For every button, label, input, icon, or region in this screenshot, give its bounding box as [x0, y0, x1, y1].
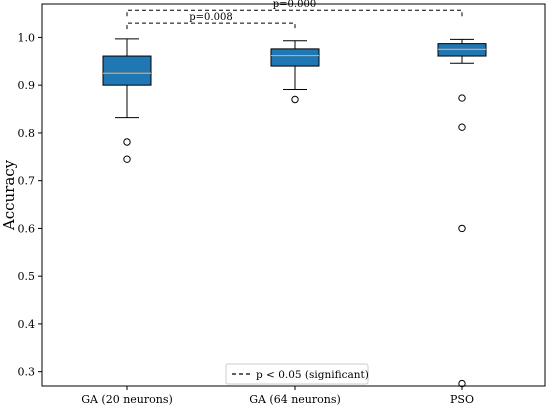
y-tick-label: 0.7	[18, 175, 36, 188]
outlier-point	[123, 155, 131, 163]
x-tick-label: PSO	[450, 393, 474, 406]
iqr-box	[102, 55, 152, 86]
legend-label: p < 0.05 (significant)	[256, 369, 369, 381]
x-tick-label: GA (64 neurons)	[249, 393, 341, 406]
outlier-point	[458, 224, 466, 233]
iqr-box	[270, 48, 320, 67]
y-tick-label: 0.5	[18, 270, 36, 283]
p-value-label: p=0.008	[189, 12, 232, 23]
outlier-point	[291, 95, 299, 104]
outlier-point	[458, 379, 466, 388]
outlier-point	[458, 123, 466, 131]
y-tick-label: 0.9	[18, 79, 36, 92]
x-tick-label: GA (20 neurons)	[81, 393, 173, 406]
axes-frame	[41, 3, 546, 387]
y-tick-label: 1.0	[18, 31, 36, 44]
p-value-label: p=0.000	[273, 0, 316, 10]
legend: p < 0.05 (significant)	[225, 363, 369, 385]
plot-area: 0.3 0.4 0.5 0.6 0.7 0.8 0.9 1.0 GA (20 neurons) G…	[18, 0, 546, 406]
y-tick-label: 0.3	[18, 366, 36, 379]
y-tick-label: 0.4	[18, 318, 36, 331]
outlier-point	[123, 138, 131, 146]
outlier-point	[458, 94, 466, 102]
y-tick-label: 0.6	[18, 222, 36, 235]
significance-bracket	[126, 22, 296, 30]
y-tick-label: 0.8	[18, 127, 36, 140]
legend-frame	[225, 363, 369, 385]
y-axis-label: Accuracy	[0, 159, 18, 231]
significance-bracket	[126, 9, 463, 17]
